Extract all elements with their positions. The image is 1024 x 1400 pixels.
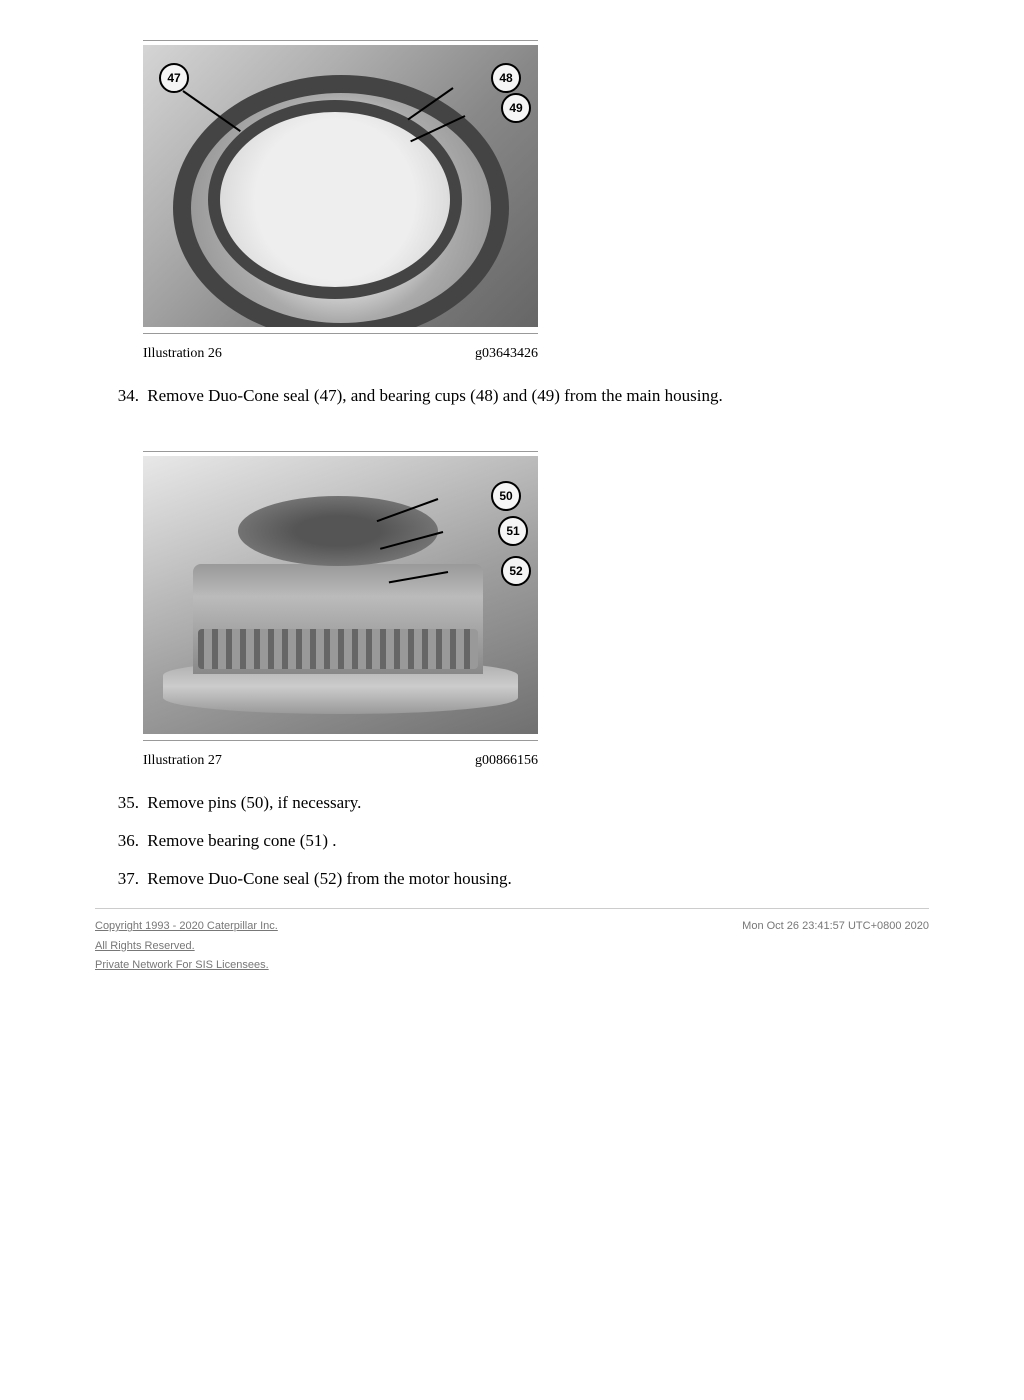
figure-27-caption: Illustration 27 g00866156 [143,751,538,771]
footer-divider [95,908,929,909]
step-text: Remove Duo-Cone seal (47), and bearing c… [147,386,723,405]
figure-27: 50 51 52 Illustration 27 g00866156 [143,451,929,771]
figure-rule-top [143,451,538,452]
figure-rule-top [143,40,538,41]
step-text: Remove Duo-Cone seal (52) from the motor… [147,869,512,888]
step-number: 35. [111,791,139,815]
callout-50: 50 [491,481,521,511]
figure-rule-bottom [143,740,538,741]
figure-26: 47 48 49 Illustration 26 g03643426 [143,40,929,364]
callout-52: 52 [501,556,531,586]
illustration-code: g03643426 [475,344,538,364]
copyright-link[interactable]: Copyright 1993 - 2020 Caterpillar Inc. [95,919,278,934]
step-text: Remove pins (50), if necessary. [147,793,361,812]
step-37: 37. Remove Duo-Cone seal (52) from the m… [95,867,929,891]
step-35: 35. Remove pins (50), if necessary. [95,791,929,815]
illustration-label: Illustration 27 [143,751,222,771]
network-link[interactable]: Private Network For SIS Licensees. [95,958,278,973]
rights-link[interactable]: All Rights Reserved. [95,939,278,954]
illustration-code: g00866156 [475,751,538,771]
step-number: 37. [111,867,139,891]
illustration-label: Illustration 26 [143,344,222,364]
footer-timestamp: Mon Oct 26 23:41:57 UTC+0800 2020 [742,919,929,977]
figure-rule-bottom [143,333,538,334]
step-36: 36. Remove bearing cone (51) . [95,829,929,853]
step-text: Remove bearing cone (51) . [147,831,336,850]
callout-48: 48 [491,63,521,93]
callout-47: 47 [159,63,189,93]
illustration-27-image: 50 51 52 [143,456,538,734]
figure-26-caption: Illustration 26 g03643426 [143,344,538,364]
step-number: 34. [111,384,139,408]
callout-51: 51 [498,516,528,546]
page-footer: Copyright 1993 - 2020 Caterpillar Inc. A… [95,919,929,977]
callout-49: 49 [501,93,531,123]
step-number: 36. [111,829,139,853]
illustration-26-image: 47 48 49 [143,45,538,327]
step-34: 34. Remove Duo-Cone seal (47), and beari… [95,384,929,408]
